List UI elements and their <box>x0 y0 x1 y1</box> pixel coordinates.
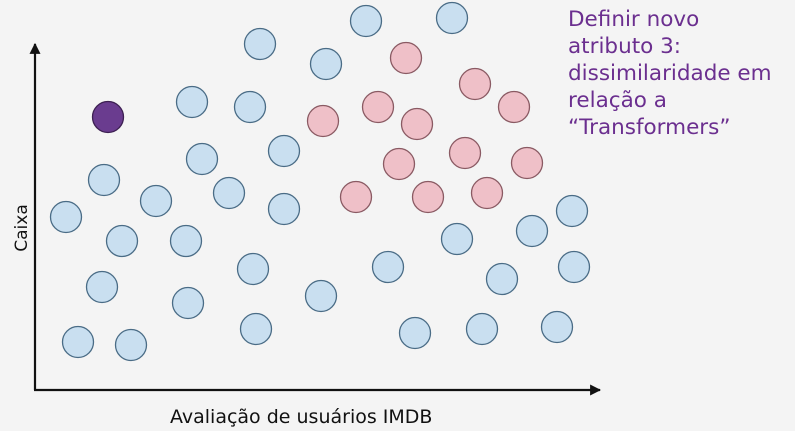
blue-point <box>87 163 121 197</box>
blue-point <box>239 312 273 346</box>
blue-point <box>309 47 343 81</box>
red-point <box>458 67 492 101</box>
blue-point <box>85 270 119 304</box>
red-point <box>497 90 531 124</box>
red-point <box>339 180 373 214</box>
red-point <box>411 180 445 214</box>
red-point <box>510 146 544 180</box>
blue-point <box>485 262 519 296</box>
purple-point <box>91 100 125 134</box>
x-axis-label: Avaliação de usuários IMDB <box>170 406 433 428</box>
blue-point <box>540 310 574 344</box>
red-point <box>470 176 504 210</box>
y-axis-label: Caixa <box>11 204 32 252</box>
blue-point <box>171 286 205 320</box>
red-point <box>448 136 482 170</box>
red-point <box>361 90 395 124</box>
blue-point <box>175 85 209 119</box>
blue-point <box>440 222 474 256</box>
blue-point <box>105 224 139 258</box>
red-point <box>389 41 423 75</box>
blue-point <box>557 250 591 284</box>
callout-line: relação a <box>568 88 667 113</box>
blue-point <box>61 325 95 359</box>
blue-point <box>212 176 246 210</box>
red-point <box>306 104 340 138</box>
red-point <box>400 107 434 141</box>
blue-point <box>371 250 405 284</box>
callout-line: “Transformers” <box>568 115 731 140</box>
blue-point <box>169 224 203 258</box>
blue-point <box>304 279 338 313</box>
blue-point <box>243 27 277 61</box>
axes <box>29 42 602 396</box>
blue-point <box>267 192 301 226</box>
blue-point <box>515 214 549 248</box>
blue-point <box>114 328 148 362</box>
callout-line: Definir novo <box>568 7 700 32</box>
blue-point <box>465 312 499 346</box>
blue-point <box>185 142 219 176</box>
blue-point <box>555 194 589 228</box>
blue-point <box>435 1 469 35</box>
blue-point <box>236 252 270 286</box>
callout-line: atributo 3: <box>568 34 682 59</box>
callout-text: Definir novo atributo 3: dissimilaridade… <box>568 6 793 141</box>
blue-point <box>49 200 83 234</box>
red-point <box>382 147 416 181</box>
blue-point <box>398 316 432 350</box>
callout-line: dissimilaridade em <box>568 61 772 86</box>
blue-point <box>233 90 267 124</box>
blue-point <box>139 184 173 218</box>
blue-point <box>267 134 301 168</box>
points <box>49 1 591 362</box>
blue-point <box>349 4 383 38</box>
